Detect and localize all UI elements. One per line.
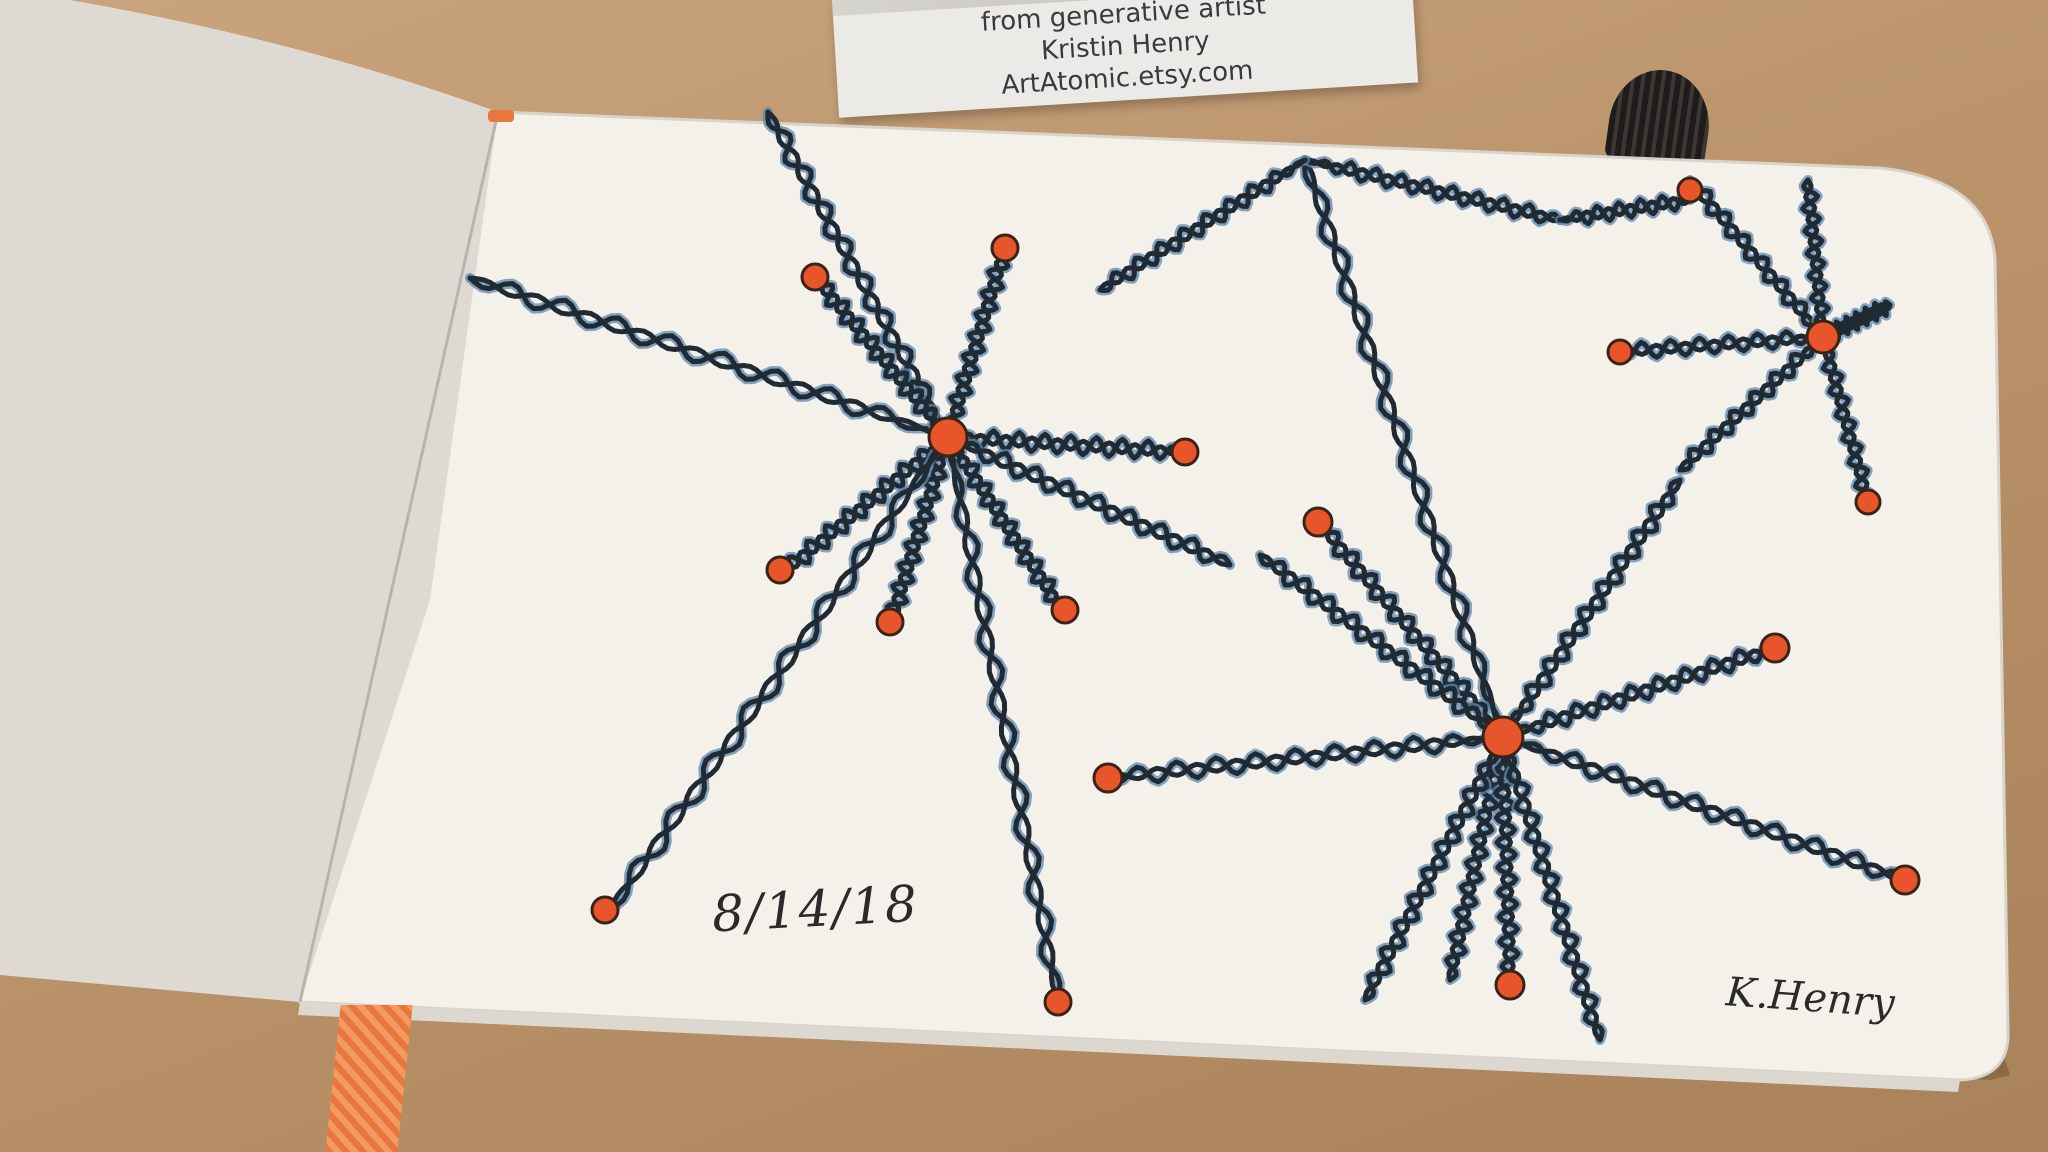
- node-dot: [927, 416, 969, 458]
- strand: [1302, 157, 1506, 740]
- node-dot: [1676, 176, 1704, 204]
- node-dot: [800, 262, 830, 292]
- bookmark-ribbon-top: [488, 110, 514, 122]
- strand: [1557, 196, 1693, 223]
- strand: [1687, 177, 1826, 340]
- node-dot: [1092, 762, 1124, 794]
- node-dot: [875, 607, 905, 637]
- strand: [1097, 157, 1308, 293]
- node-dot: [1043, 987, 1073, 1017]
- strand: [777, 434, 951, 578]
- strand: [1257, 552, 1506, 740]
- strand: [1315, 519, 1506, 740]
- strand: [945, 432, 1183, 457]
- node-dot: [1481, 715, 1525, 759]
- strand: [1105, 734, 1506, 782]
- strand: [1362, 734, 1506, 1003]
- strand: [1500, 645, 1778, 740]
- strand: [467, 275, 951, 440]
- strand: [1500, 734, 1603, 1043]
- node-dot: [590, 895, 620, 925]
- strand: [765, 109, 951, 440]
- strand: [945, 434, 1065, 613]
- node-dot: [990, 233, 1020, 263]
- strand: [1446, 734, 1506, 983]
- node-dot: [1606, 338, 1634, 366]
- node-dot: [1050, 595, 1080, 625]
- strand: [1803, 177, 1827, 340]
- strand: [1302, 157, 1563, 224]
- strand: [1617, 333, 1826, 357]
- strand: [1500, 477, 1683, 740]
- nodes: [590, 176, 1921, 1017]
- strand: [1820, 334, 1871, 505]
- node-dot: [1302, 506, 1334, 538]
- node-dot: [765, 555, 795, 585]
- node-dot: [1494, 969, 1526, 1001]
- node-dot: [1854, 488, 1882, 516]
- sketch-date: 8/14/18: [710, 874, 921, 944]
- strand: [945, 434, 1061, 1003]
- strand: [1677, 334, 1826, 473]
- node-dot: [1805, 319, 1841, 355]
- strand: [945, 245, 1009, 440]
- node-dot: [1170, 437, 1200, 467]
- strand: [607, 434, 951, 913]
- strand: [812, 274, 951, 440]
- node-dot: [1889, 864, 1921, 896]
- strand: [945, 434, 1233, 568]
- strands: [465, 107, 1910, 1045]
- strand: [1500, 734, 1908, 883]
- strand: [886, 434, 951, 628]
- left-page: [0, 0, 498, 1002]
- strand: [1497, 734, 1516, 988]
- node-dot: [1759, 632, 1791, 664]
